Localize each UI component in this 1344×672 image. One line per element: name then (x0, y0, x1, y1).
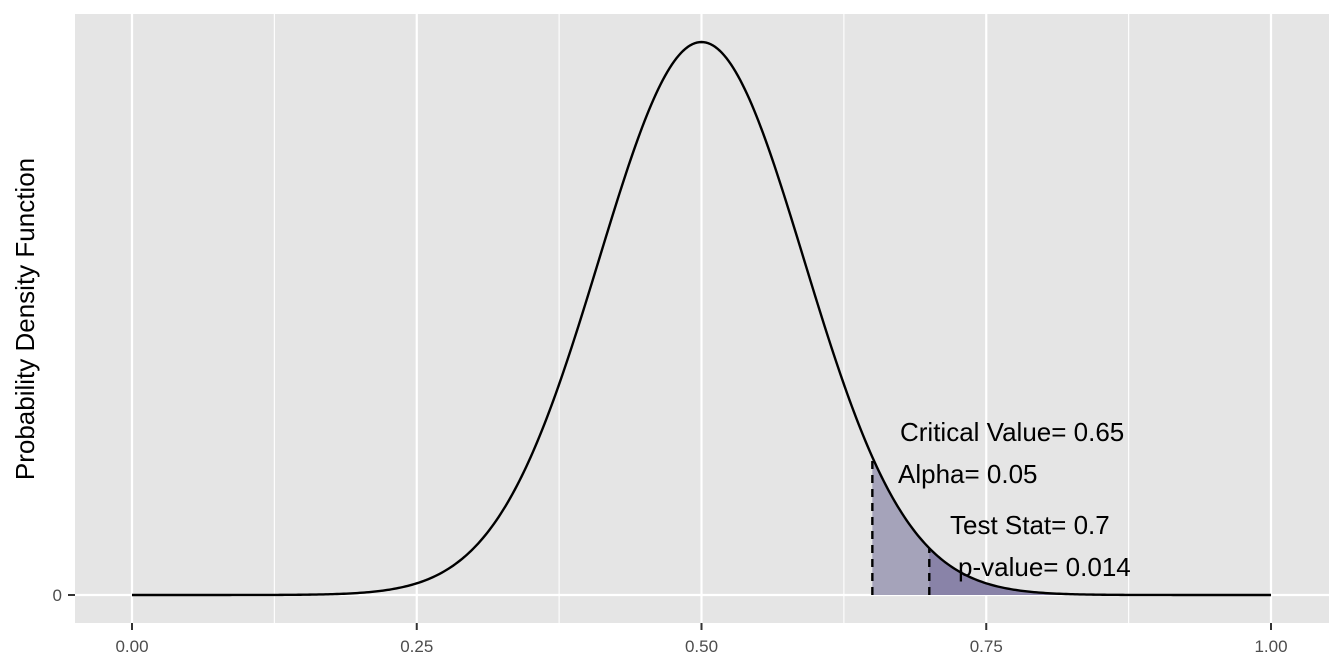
x-tick-label: 0.25 (400, 637, 433, 656)
y-axis-title: Probability Density Function (10, 158, 40, 480)
p-value-label: p-value= 0.014 (958, 552, 1131, 582)
alpha-region (872, 457, 1271, 595)
y-tick-label: 0 (53, 586, 62, 605)
critical-value-label: Critical Value= 0.65 (900, 417, 1124, 447)
x-tick-label: 0.50 (685, 637, 718, 656)
density-curve (132, 40, 1271, 597)
x-tick-label: 0.00 (115, 637, 148, 656)
alpha-label: Alpha= 0.05 (898, 459, 1038, 489)
x-tick-label: 1.00 (1254, 637, 1287, 656)
x-tick-label: 0.75 (970, 637, 1003, 656)
x-axis: 0.00 0.25 0.50 0.75 1.00 (115, 623, 1288, 656)
p-value-region (929, 548, 1271, 595)
test-stat-label: Test Stat= 0.7 (950, 510, 1110, 540)
y-axis: 0 (53, 586, 75, 605)
